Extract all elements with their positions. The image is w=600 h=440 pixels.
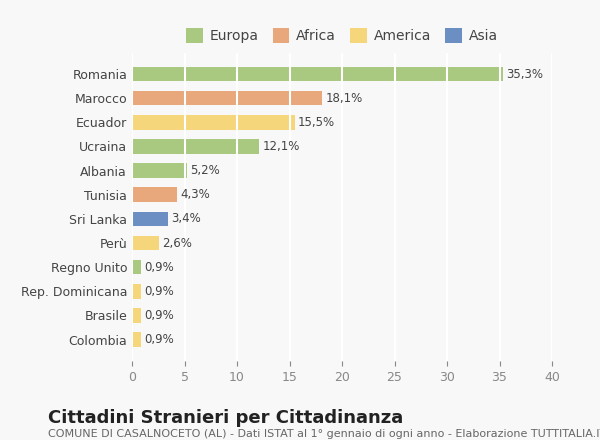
Text: 0,9%: 0,9% — [145, 333, 175, 346]
Bar — [132, 236, 160, 250]
Bar — [132, 91, 322, 106]
Text: 4,3%: 4,3% — [181, 188, 210, 201]
Bar — [132, 115, 295, 129]
Bar — [132, 308, 142, 323]
Text: 2,6%: 2,6% — [163, 237, 193, 249]
Bar — [132, 260, 142, 275]
Text: Cittadini Stranieri per Cittadinanza: Cittadini Stranieri per Cittadinanza — [48, 409, 403, 427]
Text: 35,3%: 35,3% — [506, 68, 543, 81]
Bar — [132, 187, 177, 202]
Text: 12,1%: 12,1% — [262, 140, 299, 153]
Bar — [132, 332, 142, 347]
Text: 3,4%: 3,4% — [171, 213, 200, 225]
Text: 15,5%: 15,5% — [298, 116, 335, 129]
Bar — [132, 163, 187, 178]
Text: 0,9%: 0,9% — [145, 285, 175, 298]
Text: COMUNE DI CASALNOCETO (AL) - Dati ISTAT al 1° gennaio di ogni anno - Elaborazion: COMUNE DI CASALNOCETO (AL) - Dati ISTAT … — [48, 429, 600, 439]
Bar — [132, 212, 168, 226]
Legend: Europa, Africa, America, Asia: Europa, Africa, America, Asia — [181, 23, 503, 49]
Bar — [132, 284, 142, 298]
Text: 0,9%: 0,9% — [145, 309, 175, 322]
Text: 5,2%: 5,2% — [190, 164, 220, 177]
Text: 0,9%: 0,9% — [145, 260, 175, 274]
Text: 18,1%: 18,1% — [325, 92, 362, 105]
Bar — [132, 139, 259, 154]
Bar — [132, 67, 503, 81]
